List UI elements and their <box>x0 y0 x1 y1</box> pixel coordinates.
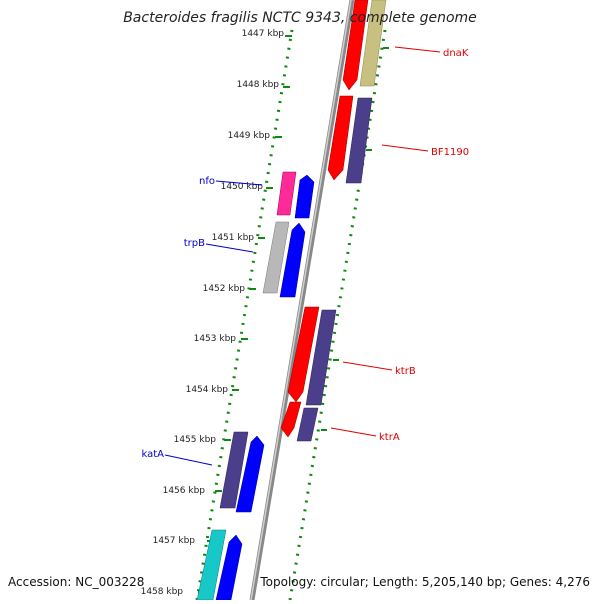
gene-feature-blue[interactable] <box>294 174 315 219</box>
map-title: Bacteroides fragilis NCTC 9343, complete… <box>123 10 477 26</box>
gene-feature-blue[interactable] <box>279 222 306 298</box>
gene-feature-blue[interactable] <box>215 534 243 601</box>
tick-label: 1449 kbp <box>228 131 271 141</box>
label-leader-line <box>381 144 429 152</box>
gene-label-BF1190[interactable]: BF1190 <box>431 147 469 158</box>
tick-label: 1453 kbp <box>194 334 237 344</box>
gene-feature-blue[interactable] <box>235 435 265 513</box>
gene-label-ktrA[interactable]: ktrA <box>379 432 400 443</box>
gene-features <box>196 0 387 601</box>
topology-text: Topology: circular; Length: 5,205,140 bp… <box>260 575 590 589</box>
gene-feature-red[interactable] <box>342 0 369 91</box>
gene-label-dnaK[interactable]: dnaK <box>443 48 469 59</box>
tick-label: 1457 kbp <box>153 536 196 546</box>
gene-label-trpB[interactable]: trpB <box>184 238 205 249</box>
left-guide-line <box>195 29 294 601</box>
right-guide-line <box>288 29 387 601</box>
gene-feature-slate[interactable] <box>305 309 337 406</box>
genome-backbone-highlight <box>250 0 352 601</box>
gene-feature-red[interactable] <box>327 95 354 181</box>
accession-text: Accession: NC_003228 <box>8 575 145 589</box>
gene-feature-gray[interactable] <box>262 221 290 294</box>
gene-label-nfo[interactable]: nfo <box>199 176 215 187</box>
tick-label: 1450 kbp <box>221 182 264 192</box>
label-leader-line <box>342 361 393 371</box>
gene-labels: dnaK BF1190 ktrB ktrA nfo trpB katA <box>141 48 469 460</box>
tick-label: 1447 kbp <box>242 29 285 39</box>
scale-tick-labels: 1447 kbp 1448 kbp 1449 kbp 1450 kbp 1451… <box>141 29 285 597</box>
label-leader-line <box>394 46 441 53</box>
gene-label-ktrB[interactable]: ktrB <box>395 366 416 377</box>
label-leader-line <box>205 243 254 253</box>
gene-feature-slate[interactable] <box>219 431 249 509</box>
gene-feature-magenta[interactable] <box>276 171 297 216</box>
tick-label: 1452 kbp <box>203 284 246 294</box>
label-leader-line <box>330 427 377 437</box>
label-leader-line <box>164 454 213 466</box>
genome-backbone <box>249 0 355 601</box>
gene-feature-slate[interactable] <box>296 407 319 442</box>
gene-feature-red[interactable] <box>287 306 320 403</box>
tick-label: 1456 kbp <box>163 486 206 496</box>
gene-label-katA[interactable]: katA <box>141 449 164 460</box>
gene-label-lines <box>164 46 441 466</box>
tick-label: 1451 kbp <box>212 233 255 243</box>
gene-feature-khaki[interactable] <box>359 0 387 87</box>
tick-label: 1458 kbp <box>141 587 184 597</box>
gene-feature-red[interactable] <box>280 401 302 438</box>
gene-feature-slate[interactable] <box>345 97 373 184</box>
tick-label: 1448 kbp <box>237 80 280 90</box>
tick-label: 1455 kbp <box>174 435 217 445</box>
label-leader-line <box>215 180 263 186</box>
tick-label: 1454 kbp <box>186 385 229 395</box>
